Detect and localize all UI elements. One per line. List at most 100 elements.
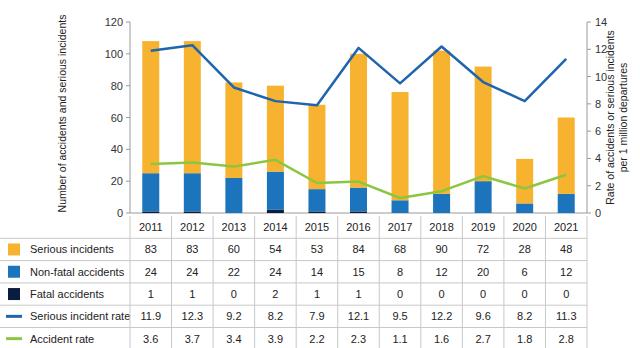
table-value: 28 (519, 243, 531, 255)
table-value: 68 (394, 243, 406, 255)
bar-segment (350, 211, 367, 213)
bar-segment (558, 118, 575, 194)
x-tick-label: 2017 (388, 221, 412, 233)
table-value: 24 (145, 266, 157, 278)
y-tick-label: 80 (111, 80, 123, 92)
table-value: 7.9 (309, 310, 324, 322)
legend-label: Fatal accidents (30, 288, 104, 300)
table-value: 12.2 (431, 310, 452, 322)
legend-swatch (6, 337, 22, 340)
legend-label: Accident rate (30, 333, 94, 345)
y2-tick-label: 8 (595, 98, 601, 110)
table-rule (545, 216, 546, 348)
table-value: 1 (189, 288, 195, 300)
table-value: 90 (435, 243, 447, 255)
bar-segment (142, 41, 159, 173)
table-value: 12 (560, 266, 572, 278)
y2-tick (587, 185, 591, 186)
x-tick-label: 2013 (222, 221, 246, 233)
table-value: 54 (269, 243, 281, 255)
table-rule (171, 216, 172, 348)
y2-tick-label: 4 (595, 152, 601, 164)
y-axis-title: Number of accidents and serious incident… (56, 15, 68, 213)
table-rule (296, 216, 297, 348)
bar-segment (308, 105, 325, 189)
y2-tick (587, 49, 591, 50)
table-value: 3.7 (185, 333, 200, 345)
y2-tick (587, 103, 591, 104)
y-tick-label: 100 (105, 48, 123, 60)
table-rule (0, 260, 587, 261)
table-value: 6 (522, 266, 528, 278)
table-value: 11.9 (140, 310, 161, 322)
table-value: 72 (477, 243, 489, 255)
y-tick (126, 149, 130, 150)
table-value: 8 (397, 266, 403, 278)
table-value: 2 (272, 288, 278, 300)
y-tick (126, 117, 130, 118)
table-value: 0 (522, 288, 528, 300)
table-value: 8.2 (517, 310, 532, 322)
bar-segment (142, 211, 159, 213)
legend-label: Serious incident rate (30, 310, 130, 322)
table-value: 12 (435, 266, 447, 278)
y2-tick-label: 0 (595, 207, 601, 219)
legend-label: Non-fatal accidents (30, 266, 125, 278)
table-value: 2.2 (309, 333, 324, 345)
y-tick (126, 85, 130, 86)
table-rule (379, 216, 380, 348)
table-value: 20 (477, 266, 489, 278)
y-tick-label: 20 (111, 175, 123, 187)
bar-segment (392, 92, 409, 200)
table-rule (130, 216, 131, 348)
table-value: 83 (186, 243, 198, 255)
bar-segment (350, 54, 367, 188)
bar-segment (142, 173, 159, 211)
bar-segment (184, 211, 201, 213)
table-value: 9.5 (392, 310, 407, 322)
table-value: 1 (314, 288, 320, 300)
table-value: 9.6 (475, 310, 490, 322)
table-value: 1 (148, 288, 154, 300)
table-value: 3.9 (268, 333, 283, 345)
bar-segment (225, 82, 242, 178)
table-value: 1.8 (517, 333, 532, 345)
table-value: 3.6 (143, 333, 158, 345)
table-value: 2.8 (559, 333, 574, 345)
y-tick (126, 181, 130, 182)
table-value: 8.2 (268, 310, 283, 322)
y2-tick (587, 22, 591, 23)
table-value: 53 (311, 243, 323, 255)
table-rule (213, 216, 214, 348)
bar-segment (184, 173, 201, 211)
table-rule (0, 238, 587, 239)
x-tick-label: 2016 (346, 221, 370, 233)
table-value: 0 (480, 288, 486, 300)
table-rule (337, 216, 338, 348)
y2-tick-label: 2 (595, 180, 601, 192)
table-rule (0, 327, 587, 328)
y2-axis-title: Rate of accidents or serious incidentspe… (604, 30, 629, 205)
y2-tick (587, 213, 591, 214)
bar-segment (184, 41, 201, 173)
legend-swatch (6, 315, 22, 318)
bar-segment (392, 200, 409, 213)
y2-axis-line (587, 22, 588, 213)
bar-segment (350, 188, 367, 212)
table-rule (587, 216, 588, 348)
y2-tick-label: 14 (595, 16, 607, 28)
table-value: 2.3 (351, 333, 366, 345)
legend-swatch (8, 243, 20, 255)
x-tick-label: 2020 (512, 221, 536, 233)
table-value: 15 (352, 266, 364, 278)
line-series (151, 45, 566, 105)
x-tick-label: 2021 (554, 221, 578, 233)
table-value: 24 (186, 266, 198, 278)
x-tick-label: 2018 (429, 221, 453, 233)
line-series (151, 160, 566, 198)
bar-segment (516, 159, 533, 204)
plot-marks (142, 41, 574, 213)
bar-segment (267, 210, 284, 213)
bar-segment (475, 181, 492, 213)
bar-segment (558, 194, 575, 213)
